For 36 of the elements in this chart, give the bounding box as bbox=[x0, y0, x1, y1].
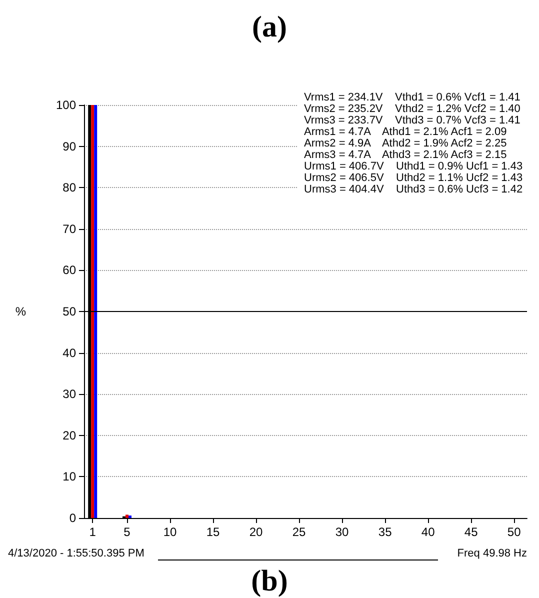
y-tick-label: 80 bbox=[62, 180, 76, 195]
annotation: Urms3 = 404.4V Uthd3 = 0.6% Ucf3 = 1.42 bbox=[304, 184, 523, 196]
x-tick-label: 10 bbox=[163, 525, 178, 539]
x-tick-label: 45 bbox=[464, 525, 478, 539]
y-tick-label: 50 bbox=[62, 304, 76, 318]
x-tick-label: 15 bbox=[206, 525, 220, 539]
annotation: Urms1 = 406.7V Uthd1 = 0.9% Ucf1 = 1.43 bbox=[304, 160, 523, 172]
text: (a) bbox=[252, 10, 287, 44]
annotation: Vrms3 = 233.7V Vthd3 = 0.7% Vcf3 = 1.41 bbox=[304, 114, 520, 126]
y-tick-label: 0 bbox=[69, 511, 76, 525]
y-tick-label: 40 bbox=[62, 346, 76, 360]
x-tick-label: 20 bbox=[249, 525, 264, 539]
x-tick-label: 1 bbox=[89, 525, 96, 539]
y-tick-label: 20 bbox=[62, 428, 76, 442]
text: Vrms1 = 234.1V Vthd1 = 0.6% Vcf1 = 1.41 bbox=[304, 92, 520, 104]
annotation: Arms3 = 4.7A Athd3 = 2.1% Acf3 = 2.15 bbox=[304, 149, 507, 161]
annotation: Urms2 = 406.5V Uthd2 = 1.1% Ucf2 = 1.43 bbox=[304, 172, 523, 184]
x-tick-label: 5 bbox=[124, 525, 131, 539]
x-tick-label: 30 bbox=[335, 525, 350, 539]
x-tick-label: 25 bbox=[292, 525, 306, 539]
text: Freq 49.98 Hz bbox=[457, 548, 527, 560]
annotation: Arms1 = 4.7A Athd1 = 2.1% Acf1 = 2.09 bbox=[304, 126, 507, 138]
annotation: Vrms2 = 235.2V Vthd2 = 1.2% Vcf2 = 1.40 bbox=[304, 103, 520, 115]
y-axis-title: % bbox=[15, 304, 26, 318]
text: 4/13/2020 - 1:55:50.395 PM bbox=[8, 548, 144, 560]
y-tick-label: 30 bbox=[62, 387, 76, 402]
annotation: Arms2 = 4.9A Athd2 = 1.9% Acf2 = 2.25 bbox=[304, 138, 507, 150]
text: (b) bbox=[251, 564, 288, 598]
y-tick-label: 100 bbox=[56, 98, 76, 112]
x-tick-label: 50 bbox=[507, 525, 522, 539]
y-tick-label: 90 bbox=[62, 139, 76, 154]
y-tick-label: 60 bbox=[62, 263, 76, 278]
x-tick-label: 35 bbox=[378, 525, 392, 539]
y-tick-label: 10 bbox=[62, 470, 76, 484]
y-tick-label: 70 bbox=[62, 222, 76, 236]
x-tick-label: 40 bbox=[421, 525, 436, 539]
